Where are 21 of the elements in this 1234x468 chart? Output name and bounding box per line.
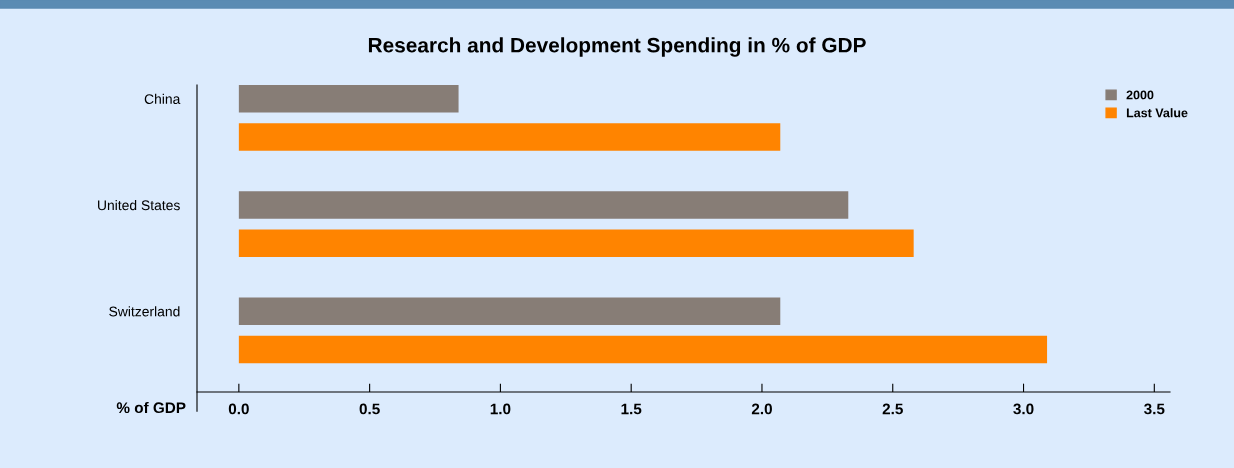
- x-tick-label: 3.0: [1013, 403, 1034, 415]
- x-tick-label: 3.5: [1144, 403, 1165, 415]
- y-tick-label: China: [144, 93, 181, 104]
- x-tick-label: 2.5: [882, 403, 903, 415]
- bar: [238, 85, 459, 113]
- bar: [238, 335, 1048, 364]
- y-tick-label: United States: [98, 200, 180, 211]
- x-tick-label: 1.5: [621, 403, 642, 415]
- bar: [238, 297, 781, 326]
- legend-label: Last Value: [1126, 108, 1188, 118]
- x-axis-title: % of GDP: [116, 401, 186, 414]
- x-tick-label: 0.5: [359, 403, 380, 415]
- chart-title: Research and Development Spending in % of GDP: [368, 37, 866, 57]
- legend-label: 2000: [1126, 90, 1154, 100]
- bar: [238, 229, 914, 258]
- x-tick-label: 0.0: [228, 403, 249, 415]
- bar: [238, 123, 781, 151]
- x-tick-label: 1.0: [490, 403, 511, 415]
- bar: [238, 191, 849, 219]
- x-tick-label: 2.0: [751, 403, 772, 415]
- y-tick-label: Switzerland: [109, 306, 180, 317]
